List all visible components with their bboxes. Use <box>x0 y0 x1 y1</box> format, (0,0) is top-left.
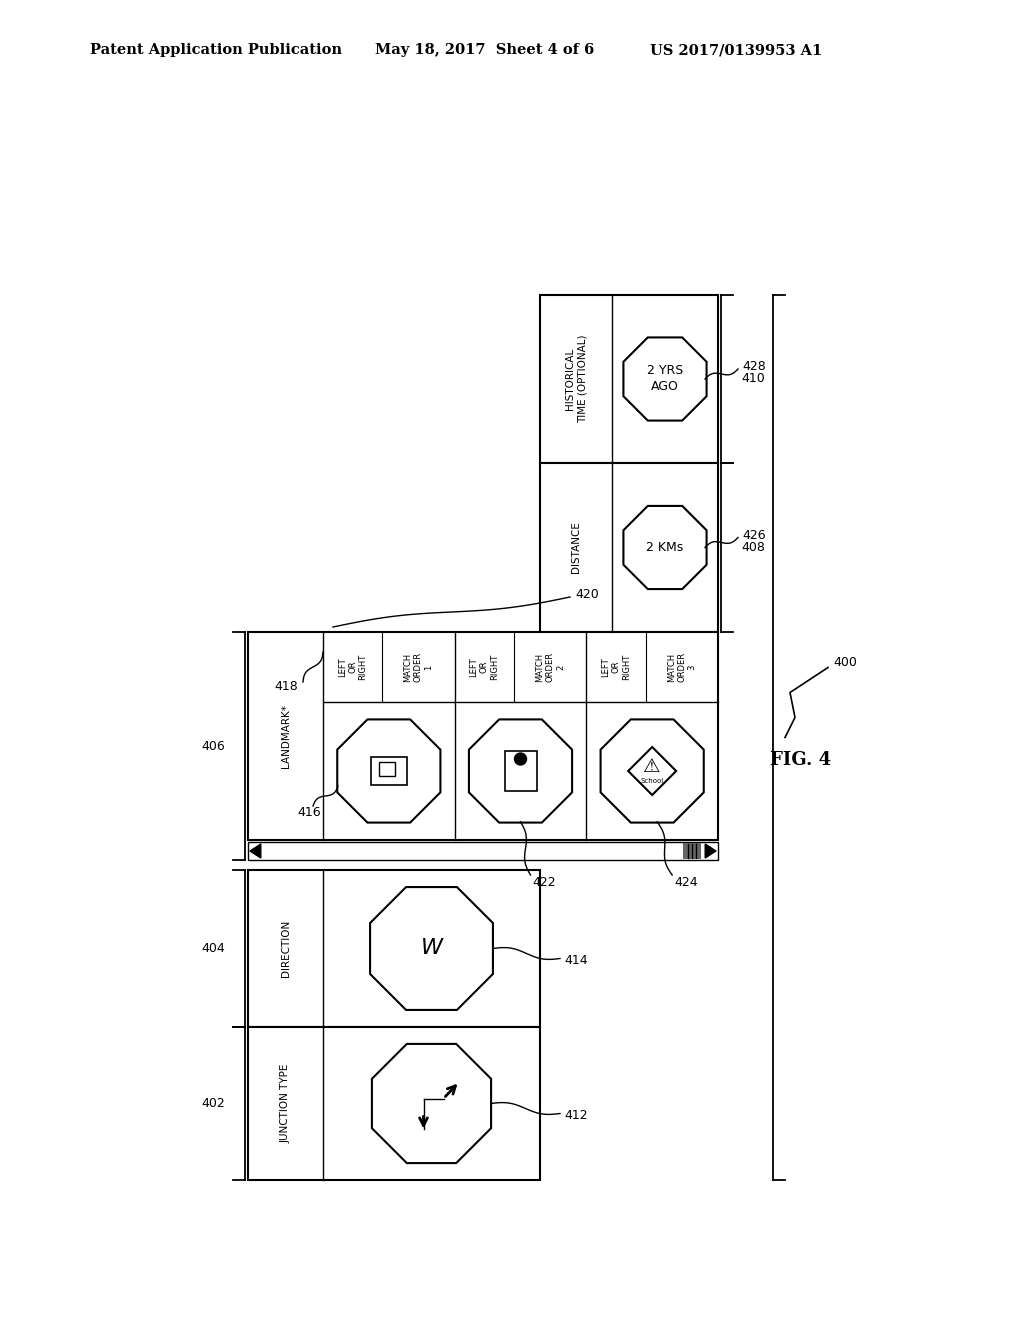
Text: JUNCTION TYPE: JUNCTION TYPE <box>281 1064 291 1143</box>
Polygon shape <box>372 1044 492 1163</box>
FancyBboxPatch shape <box>540 294 718 463</box>
Polygon shape <box>624 338 707 421</box>
FancyBboxPatch shape <box>379 762 395 776</box>
FancyBboxPatch shape <box>505 751 537 791</box>
Text: ⚠: ⚠ <box>643 758 660 776</box>
Text: 402: 402 <box>202 1097 225 1110</box>
Circle shape <box>514 752 526 766</box>
Text: W: W <box>421 939 442 958</box>
Text: MATCH
ORDER
3: MATCH ORDER 3 <box>667 652 696 682</box>
Polygon shape <box>370 887 493 1010</box>
Text: May 18, 2017  Sheet 4 of 6: May 18, 2017 Sheet 4 of 6 <box>375 44 594 57</box>
Text: FIG. 4: FIG. 4 <box>770 751 831 770</box>
FancyBboxPatch shape <box>248 842 718 861</box>
Text: 424: 424 <box>674 875 697 888</box>
Text: School: School <box>641 777 664 784</box>
Text: MATCH
ORDER
2: MATCH ORDER 2 <box>536 652 565 682</box>
Polygon shape <box>337 719 440 822</box>
Polygon shape <box>624 506 707 589</box>
Text: LANDMARK*: LANDMARK* <box>281 704 291 768</box>
Text: 2 KMs: 2 KMs <box>646 541 684 554</box>
Polygon shape <box>628 747 676 795</box>
Text: 426: 426 <box>742 529 766 543</box>
FancyBboxPatch shape <box>371 756 407 785</box>
Text: 416: 416 <box>297 807 321 820</box>
Polygon shape <box>250 843 261 858</box>
Text: 420: 420 <box>575 587 599 601</box>
Text: HISTORICAL
TIME (OPTIONAL): HISTORICAL TIME (OPTIONAL) <box>565 335 587 424</box>
Text: 412: 412 <box>564 1109 588 1122</box>
Polygon shape <box>601 719 703 822</box>
FancyBboxPatch shape <box>248 870 540 1027</box>
Text: 2 YRS
AGO: 2 YRS AGO <box>647 364 683 393</box>
Text: MATCH
ORDER
1: MATCH ORDER 1 <box>403 652 433 682</box>
Text: 418: 418 <box>274 681 298 693</box>
Text: DISTANCE: DISTANCE <box>571 521 581 573</box>
Text: 422: 422 <box>532 875 556 888</box>
Text: 408: 408 <box>741 541 765 554</box>
Polygon shape <box>469 719 572 822</box>
Text: 410: 410 <box>741 372 765 385</box>
Text: 406: 406 <box>202 739 225 752</box>
FancyBboxPatch shape <box>248 632 718 840</box>
Text: LEFT
OR
RIGHT: LEFT OR RIGHT <box>601 653 631 680</box>
FancyBboxPatch shape <box>540 463 718 632</box>
Text: DIRECTION: DIRECTION <box>281 920 291 977</box>
FancyBboxPatch shape <box>683 843 701 859</box>
Text: 414: 414 <box>564 954 588 968</box>
Polygon shape <box>706 843 716 858</box>
Text: LEFT
OR
RIGHT: LEFT OR RIGHT <box>338 653 368 680</box>
Text: LEFT
OR
RIGHT: LEFT OR RIGHT <box>469 653 499 680</box>
Text: 404: 404 <box>202 942 225 954</box>
Text: US 2017/0139953 A1: US 2017/0139953 A1 <box>650 44 822 57</box>
Text: 400: 400 <box>833 656 857 669</box>
Text: Patent Application Publication: Patent Application Publication <box>90 44 342 57</box>
Text: 428: 428 <box>742 360 766 374</box>
FancyBboxPatch shape <box>248 1027 540 1180</box>
